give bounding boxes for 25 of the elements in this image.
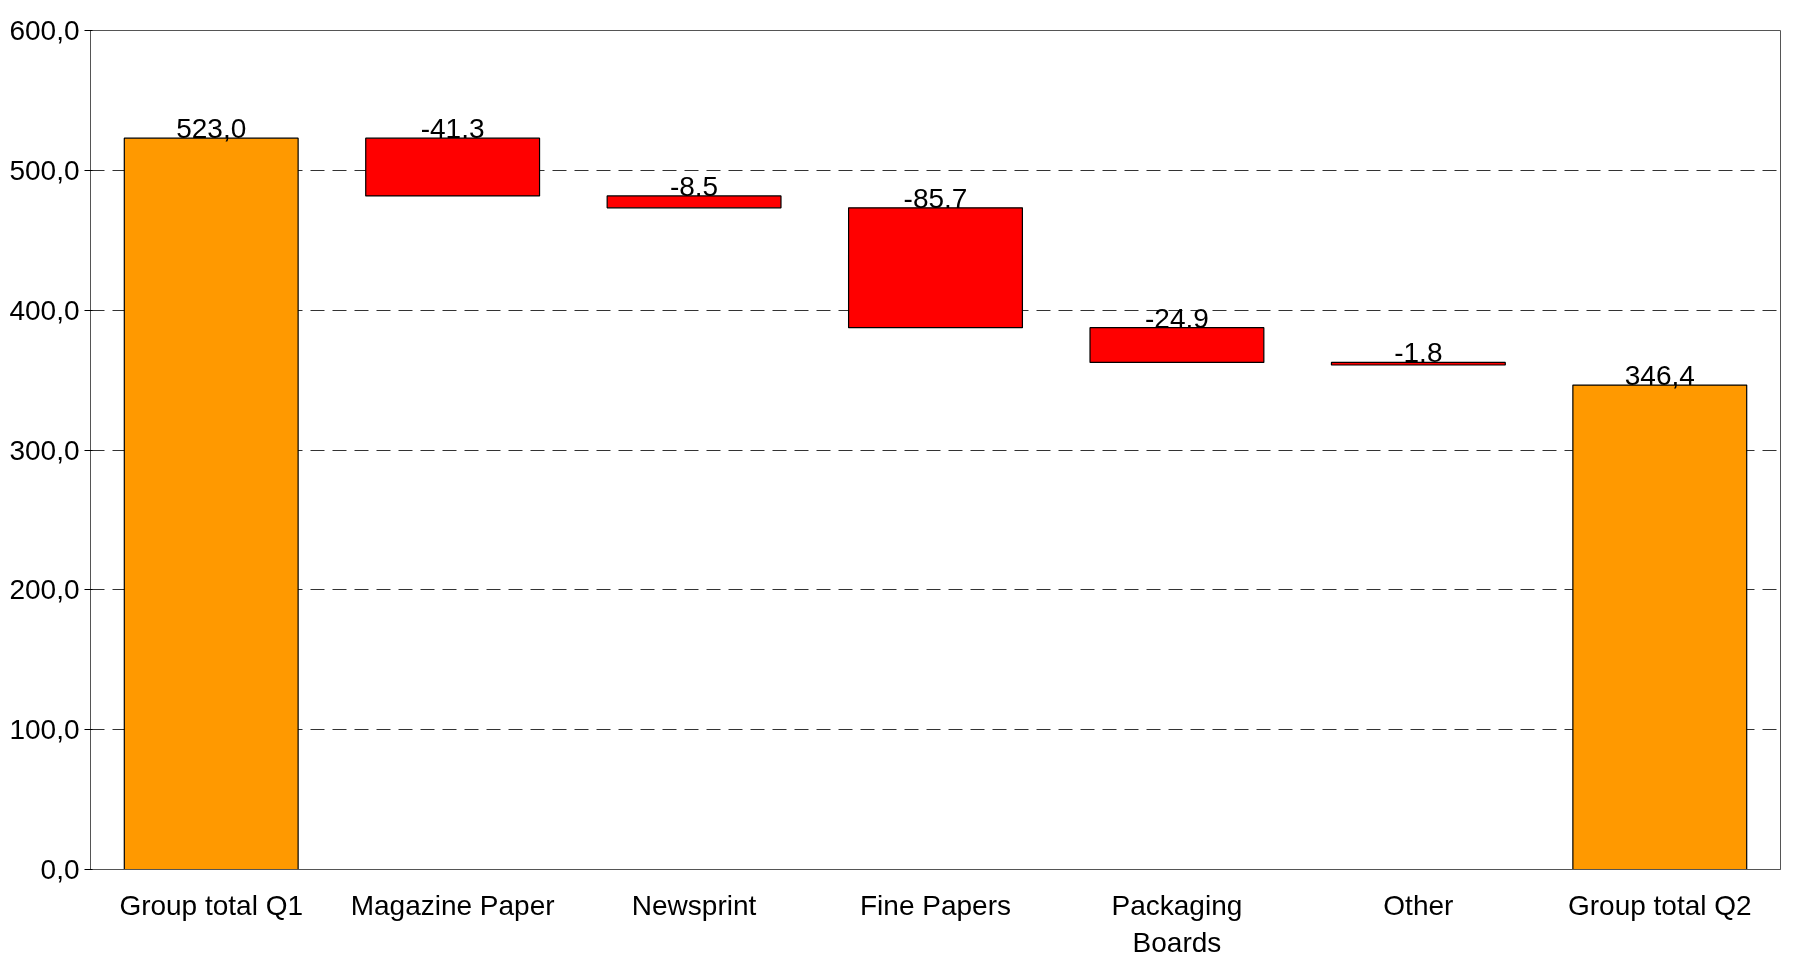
x-tick-label: Group total Q2	[1567, 889, 1752, 921]
x-tick-label: Packaging Boards	[1111, 889, 1243, 958]
data-label: -41.3	[420, 113, 485, 145]
data-label: -1.8	[1394, 337, 1443, 369]
bar	[1089, 327, 1265, 364]
data-label: 346,4	[1624, 360, 1695, 392]
x-tick-label: Magazine Paper	[350, 889, 555, 921]
x-tick-label: Group total Q1	[119, 889, 304, 921]
bar	[606, 195, 782, 209]
x-tick-label: Newsprint	[631, 889, 757, 921]
data-label: -8.5	[669, 170, 719, 202]
data-label: -85.7	[903, 182, 968, 214]
bar	[1330, 361, 1506, 366]
bar	[847, 207, 1024, 329]
y-tick-label: 0,0	[40, 854, 80, 885]
y-tick-label: 200,0	[9, 574, 80, 606]
y-tick-label: 300,0	[9, 434, 80, 466]
bar	[365, 137, 541, 197]
x-tick-label: Other	[1383, 889, 1454, 921]
y-tick-label: 100,0	[9, 714, 80, 746]
x-tick-label: Fine Papers	[860, 889, 1011, 921]
y-tick-label: 500,0	[9, 154, 80, 186]
y-tick-label: 400,0	[9, 294, 80, 326]
data-label: 523,0	[176, 113, 247, 145]
y-tick-label: 600,0	[9, 15, 80, 46]
